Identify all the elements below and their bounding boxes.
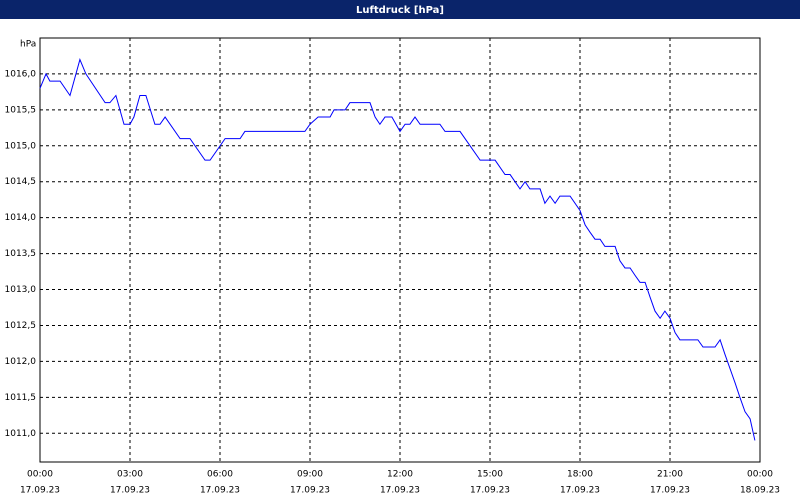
x-tick-label: 18:00 (567, 470, 593, 480)
title-bar (0, 0, 800, 19)
data-line (39, 58, 756, 441)
x-tick-date: 17.09.23 (560, 486, 600, 496)
x-tick-date: 17.09.23 (200, 486, 240, 496)
y-tick-label: 1015,0 (5, 141, 37, 151)
x-tick-date: 17.09.23 (380, 486, 420, 496)
y-tick-label: 1014,0 (5, 213, 37, 223)
y-tick-label: 1012,0 (5, 357, 37, 367)
x-tick-date: 17.09.23 (110, 486, 150, 496)
x-tick-label: 09:00 (297, 470, 323, 480)
x-tick-date: 17.09.23 (470, 486, 510, 496)
x-tick-label: 00:00 (27, 470, 53, 480)
chart-title: Luftdruck [hPa] (356, 5, 444, 16)
x-tick-label: 12:00 (387, 470, 413, 480)
y-tick-label: 1011,5 (5, 393, 37, 403)
y-tick-label: 1015,5 (5, 105, 37, 115)
x-tick-date: 17.09.23 (290, 486, 330, 496)
x-tick-label: 00:00 (747, 470, 773, 480)
x-tick-date: 17.09.23 (20, 486, 60, 496)
y-tick-label: 1012,5 (5, 321, 37, 331)
x-tick-date: 17.09.23 (650, 486, 690, 496)
x-tick-date: 18.09.23 (740, 486, 780, 496)
x-tick-label: 21:00 (657, 470, 683, 480)
y-tick-label: 1013,5 (5, 249, 37, 259)
y-tick-label: 1016,0 (5, 69, 37, 79)
x-tick-label: 06:00 (207, 470, 233, 480)
y-tick-label: 1011,0 (5, 429, 37, 439)
x-tick-label: 03:00 (117, 470, 143, 480)
y-tick-label: 1013,0 (5, 285, 37, 295)
y-tick-label: 1014,5 (5, 177, 37, 187)
x-tick-label: 15:00 (477, 470, 503, 480)
y-axis-label: hPa (20, 40, 36, 50)
